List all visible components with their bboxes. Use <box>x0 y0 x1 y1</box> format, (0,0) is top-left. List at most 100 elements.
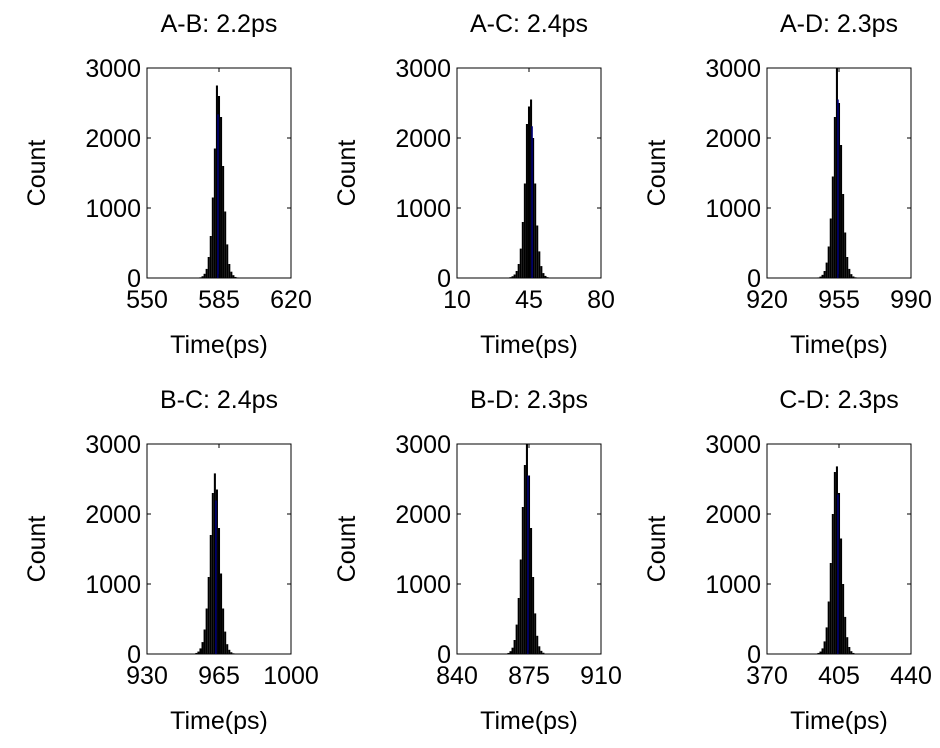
histogram-bar <box>840 145 843 278</box>
x-tick-label: 440 <box>890 662 932 690</box>
histogram-bar <box>232 653 235 654</box>
histogram-bar <box>831 514 834 654</box>
histogram-bar <box>842 194 845 278</box>
histogram-bar <box>203 629 206 654</box>
y-tick-label: 1000 <box>85 571 141 599</box>
histogram-bar <box>527 475 531 654</box>
y-axis-label: Count <box>333 140 361 207</box>
histogram-bar <box>846 257 849 278</box>
histogram-panel: B-D: 2.3ps 0 1000 2000 3000 840 875 910Time(ps)… <box>333 386 622 735</box>
histogram-bar <box>209 535 212 654</box>
y-tick-label: 2000 <box>395 501 451 529</box>
histogram-bar <box>829 563 832 654</box>
histogram-bar <box>852 276 855 278</box>
x-tick-label: 370 <box>746 662 788 690</box>
histogram-bar <box>525 444 528 654</box>
histogram-bar <box>517 598 520 654</box>
histogram-bar <box>215 489 218 654</box>
y-tick-label: 1000 <box>395 571 451 599</box>
histogram-bar <box>519 248 522 278</box>
histogram-bar <box>825 627 828 654</box>
histogram-bar <box>538 251 541 278</box>
histogram-bar <box>220 117 223 278</box>
x-axis-label: Time(ps) <box>790 331 888 359</box>
histogram-bar <box>209 236 212 278</box>
histogram-bar <box>513 640 516 654</box>
y-axis-label: Count <box>643 140 671 207</box>
histogram-bar <box>201 276 204 278</box>
x-tick-label: 990 <box>890 286 932 314</box>
histogram-bar <box>542 273 545 278</box>
histogram-bar <box>530 528 533 654</box>
histogram-bar <box>536 635 539 654</box>
histogram-bar <box>844 232 847 278</box>
histogram-bar <box>827 246 830 278</box>
histogram-panel: A-B: 2.2ps 0 1000 2000 3000 550 585 620Time(ps)… <box>23 10 312 359</box>
histogram-bar <box>523 465 526 654</box>
y-tick-label: 0 <box>127 265 141 293</box>
histogram-bar <box>854 277 857 278</box>
histogram-bar <box>833 472 836 654</box>
histogram-bar <box>837 493 841 654</box>
histogram-bar <box>199 648 202 654</box>
panel-title: A-D: 2.3ps <box>780 10 898 38</box>
x-tick-label: 405 <box>818 662 860 690</box>
histogram-bar <box>515 624 518 654</box>
histogram-bar <box>817 652 820 654</box>
histogram-bar <box>230 652 233 654</box>
x-tick-label: 45 <box>515 286 543 314</box>
histogram-bar <box>213 473 216 654</box>
y-axis-label: Count <box>23 140 51 207</box>
histogram-bar <box>823 641 826 654</box>
histogram-bar <box>844 616 847 654</box>
histogram-bar <box>511 647 514 654</box>
panel-title: B-D: 2.3ps <box>470 386 588 414</box>
histogram-panel: C-D: 2.3ps 0 1000 2000 3000 370 405 440Time(ps)… <box>643 386 932 735</box>
histogram-bar <box>205 608 208 654</box>
histogram-bar <box>540 266 543 278</box>
histogram-bar <box>523 183 526 278</box>
histogram-bar <box>509 277 512 278</box>
x-tick-label: 875 <box>508 662 550 690</box>
y-tick-label: 1000 <box>85 195 141 223</box>
x-tick-label: 965 <box>198 662 240 690</box>
histogram-bar <box>220 573 223 654</box>
panel-title: A-C: 2.4ps <box>470 10 588 38</box>
histogram-bar <box>525 124 528 278</box>
x-axis-label: Time(ps) <box>170 707 268 735</box>
histogram-bar <box>817 277 820 278</box>
y-tick-label: 0 <box>437 641 451 669</box>
x-tick-label: 620 <box>270 286 312 314</box>
histogram-bar <box>517 264 520 278</box>
histogram-bar <box>825 262 828 278</box>
histogram-bar <box>532 577 535 654</box>
histogram-bar <box>213 148 216 278</box>
histogram-bar <box>540 650 543 654</box>
histogram-bar <box>513 274 516 278</box>
histogram-bar <box>536 225 539 278</box>
histogram-bar <box>228 649 231 654</box>
histogram-panel: A-D: 2.3ps 0 1000 2000 3000 920 955 990Time(ps)… <box>643 10 932 359</box>
y-tick-label: 2000 <box>705 501 761 529</box>
histogram-bar <box>207 257 210 278</box>
histogram-bar <box>821 648 824 654</box>
histogram-bar <box>532 138 535 278</box>
x-tick-label: 920 <box>746 286 788 314</box>
histogram-bar <box>511 276 514 278</box>
histogram-bar <box>222 608 225 654</box>
y-tick-label: 3000 <box>705 55 761 83</box>
y-tick-label: 3000 <box>395 431 451 459</box>
histogram-bar <box>837 103 841 278</box>
histogram-bar <box>823 271 826 278</box>
panel-title: B-C: 2.4ps <box>160 386 278 414</box>
y-axis-label: Count <box>23 516 51 583</box>
y-tick-label: 2000 <box>395 125 451 153</box>
histogram-bar <box>224 631 227 654</box>
histogram-bar <box>228 264 231 278</box>
histogram-bar <box>829 218 832 278</box>
histogram-bar <box>534 183 537 278</box>
histogram-bar <box>521 222 524 278</box>
histogram-bar <box>831 176 834 278</box>
histogram-bar <box>530 99 533 278</box>
